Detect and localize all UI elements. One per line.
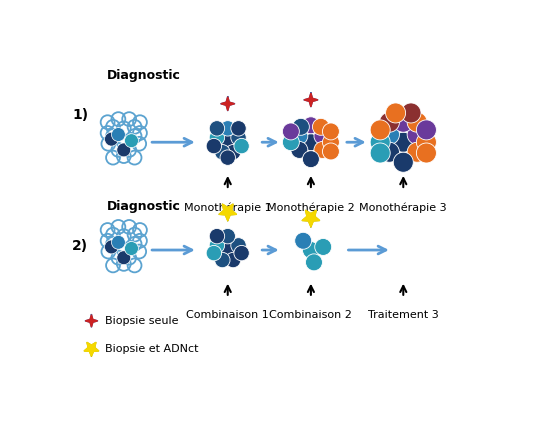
Text: Biopsie seule: Biopsie seule <box>105 316 179 326</box>
Circle shape <box>314 128 331 145</box>
Text: Monothérapie 1: Monothérapie 1 <box>184 202 272 213</box>
Circle shape <box>370 120 390 140</box>
Circle shape <box>231 238 246 253</box>
Circle shape <box>226 145 241 160</box>
Circle shape <box>315 238 332 256</box>
Circle shape <box>323 134 339 151</box>
Circle shape <box>314 141 331 158</box>
Circle shape <box>117 143 131 157</box>
Polygon shape <box>84 342 99 356</box>
Circle shape <box>220 134 235 150</box>
Circle shape <box>379 125 399 145</box>
Circle shape <box>393 132 413 152</box>
Circle shape <box>407 125 427 145</box>
Circle shape <box>209 229 225 244</box>
Circle shape <box>291 141 308 158</box>
Circle shape <box>220 121 235 136</box>
Circle shape <box>214 145 230 160</box>
Circle shape <box>416 143 436 163</box>
Circle shape <box>393 152 413 172</box>
Circle shape <box>401 103 421 123</box>
Circle shape <box>209 121 225 136</box>
Circle shape <box>393 112 413 132</box>
Text: Diagnostic: Diagnostic <box>107 69 181 82</box>
Circle shape <box>385 103 406 123</box>
Polygon shape <box>85 315 98 327</box>
Circle shape <box>407 142 427 162</box>
Circle shape <box>293 119 309 135</box>
Circle shape <box>416 132 436 152</box>
Circle shape <box>302 241 319 259</box>
Circle shape <box>379 142 399 162</box>
Circle shape <box>407 112 427 132</box>
Text: Monothérapie 3: Monothérapie 3 <box>360 202 447 213</box>
Circle shape <box>124 241 138 256</box>
Polygon shape <box>219 204 236 221</box>
Circle shape <box>323 123 339 140</box>
Text: Combinaison 2: Combinaison 2 <box>270 310 352 321</box>
Circle shape <box>209 238 225 253</box>
Circle shape <box>295 232 311 249</box>
Circle shape <box>302 151 319 168</box>
Circle shape <box>231 121 246 136</box>
Circle shape <box>416 120 436 140</box>
Circle shape <box>206 138 221 154</box>
Text: Traitement 3: Traitement 3 <box>368 310 438 321</box>
Circle shape <box>117 251 131 265</box>
Circle shape <box>209 130 225 145</box>
Text: 2): 2) <box>72 239 88 253</box>
Circle shape <box>214 253 230 268</box>
Circle shape <box>105 240 118 254</box>
Circle shape <box>220 229 235 244</box>
Text: Biopsie et ADNct: Biopsie et ADNct <box>105 344 199 354</box>
Circle shape <box>234 138 249 154</box>
Text: Monothérapie 2: Monothérapie 2 <box>267 202 355 213</box>
Circle shape <box>291 128 308 145</box>
Circle shape <box>312 119 329 135</box>
Circle shape <box>234 245 249 261</box>
Circle shape <box>220 150 235 165</box>
Circle shape <box>124 134 138 148</box>
Circle shape <box>105 132 118 146</box>
Text: Diagnostic: Diagnostic <box>107 200 181 213</box>
Circle shape <box>111 235 125 249</box>
Circle shape <box>111 128 125 141</box>
Polygon shape <box>304 93 318 107</box>
Text: 1): 1) <box>72 108 88 122</box>
Circle shape <box>379 112 399 132</box>
Circle shape <box>302 117 319 134</box>
Circle shape <box>370 132 390 152</box>
Polygon shape <box>302 210 319 227</box>
Text: Combinaison 1: Combinaison 1 <box>187 310 269 321</box>
Circle shape <box>206 245 221 261</box>
Circle shape <box>370 143 390 163</box>
Circle shape <box>323 143 339 160</box>
Circle shape <box>282 134 299 151</box>
Circle shape <box>226 253 241 268</box>
Circle shape <box>231 130 246 145</box>
Polygon shape <box>221 97 235 111</box>
Circle shape <box>220 242 235 258</box>
Circle shape <box>282 123 299 140</box>
Circle shape <box>302 134 319 151</box>
Circle shape <box>306 254 323 271</box>
